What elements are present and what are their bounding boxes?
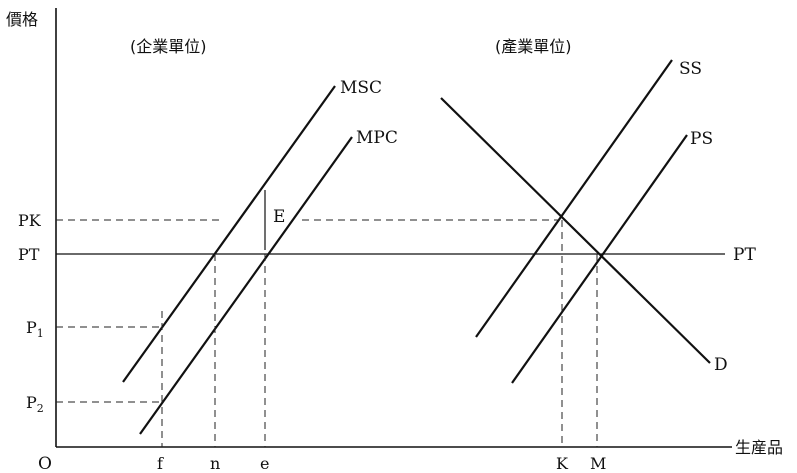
y-tick-pt: PT: [18, 245, 40, 264]
demand-label: D: [714, 355, 728, 375]
x-tick-m: M: [590, 454, 606, 473]
pt-line-label: PT: [733, 245, 756, 265]
mpc-curve: [139, 136, 353, 435]
origin-label: O: [38, 454, 52, 473]
x-tick-e: e: [260, 454, 269, 473]
x-axis-label: 生産品: [735, 438, 783, 457]
mpc-label: MPC: [356, 128, 398, 148]
y-tick-p1: P1: [26, 318, 44, 340]
ps-curve: [511, 134, 688, 384]
ps-label: PS: [690, 129, 713, 149]
msc-curve: [122, 85, 336, 383]
y-tick-p2: P2: [26, 393, 44, 415]
y-axis-label: 價格: [6, 10, 38, 29]
industry-panel-title: (產業單位): [495, 37, 572, 56]
ss-curve: [475, 59, 673, 338]
y-tick-pk: PK: [18, 211, 42, 230]
x-tick-k: K: [556, 454, 569, 473]
firm-panel-title: (企業單位): [130, 37, 207, 56]
ss-label: SS: [679, 59, 702, 79]
demand-curve: [440, 97, 711, 364]
msc-label: MSC: [340, 78, 382, 98]
x-tick-f: f: [157, 454, 164, 473]
e-gap-label: E: [273, 207, 285, 227]
x-tick-n: n: [210, 454, 220, 473]
